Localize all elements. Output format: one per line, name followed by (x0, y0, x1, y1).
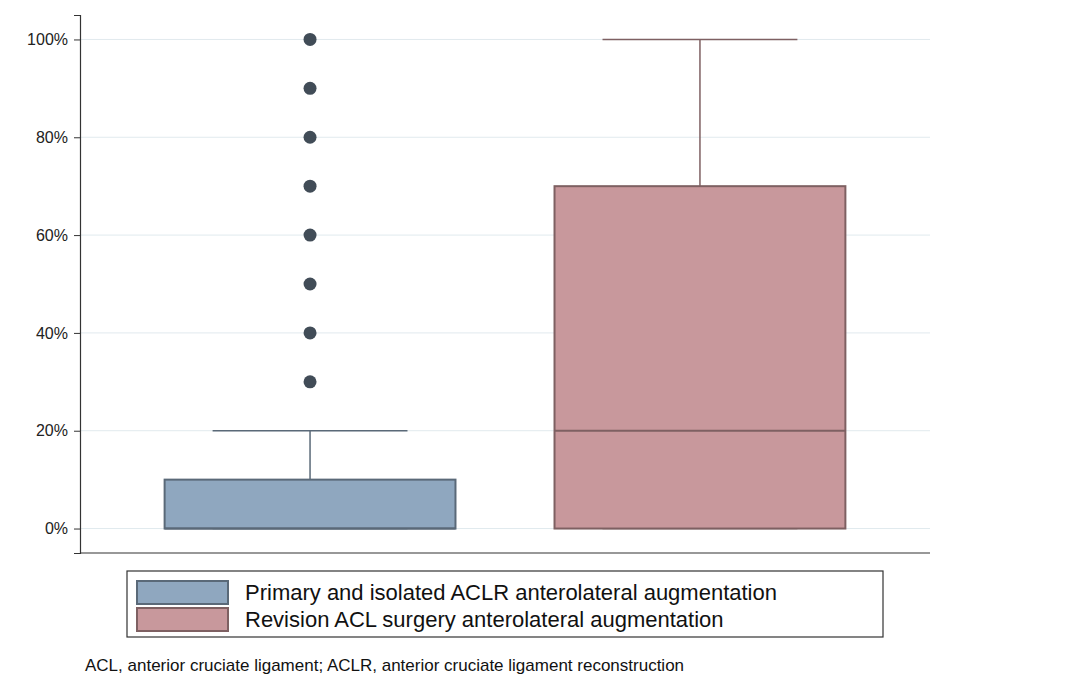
y-tick: 100% (27, 31, 80, 48)
marks (165, 33, 846, 529)
grid-line (80, 39, 930, 40)
y-tick-label: 40% (36, 325, 68, 342)
grid-line (80, 430, 930, 431)
legend: Primary and isolated ACLR anterolateral … (127, 571, 883, 637)
whisker-high (309, 431, 311, 480)
y-tick-mark (74, 333, 80, 334)
whisker-cap-high (603, 39, 798, 41)
whisker-high (699, 39, 701, 186)
chart: 0% 20% 40% 60% 80% 100% Primary and isolated A… (0, 0, 1080, 691)
grid-line (80, 137, 930, 138)
legend-swatch (137, 581, 228, 604)
box (165, 480, 456, 529)
y-tick-label: 100% (27, 31, 68, 48)
outlier (304, 82, 317, 95)
outlier (304, 326, 317, 339)
y-tick-mark (74, 39, 80, 40)
box-group (165, 33, 456, 529)
y-tick-label: 60% (36, 227, 68, 244)
y-tick-label: 80% (36, 129, 68, 146)
y-tick-label: 20% (36, 422, 68, 439)
outlier (304, 278, 317, 291)
outlier (304, 229, 317, 242)
outlier (304, 33, 317, 46)
box (555, 186, 846, 528)
y-tick: 60% (36, 227, 80, 244)
median (165, 528, 456, 530)
whisker-cap-high (213, 430, 408, 432)
grid (80, 39, 930, 528)
y-tick-mark (74, 137, 80, 138)
legend-swatch (137, 608, 228, 631)
outlier (304, 180, 317, 193)
y-axis-line (74, 16, 81, 554)
y-tick-label: 0% (45, 520, 68, 537)
legend-label: Primary and isolated ACLR anterolateral … (245, 580, 777, 605)
y-tick: 40% (36, 325, 80, 342)
y-tick: 20% (36, 422, 80, 439)
box-group (555, 39, 846, 528)
legend-frame (127, 571, 883, 637)
y-tick: 0% (45, 520, 80, 537)
x-axis-line (80, 552, 930, 553)
y-tick-mark (74, 235, 80, 236)
y-tick-mark (74, 431, 80, 432)
footnote: ACL, anterior cruciate ligament; ACLR, a… (85, 656, 684, 675)
median (555, 430, 846, 432)
legend-label: Revision ACL surgery anterolateral augme… (245, 607, 724, 632)
y-axis: 0% 20% 40% 60% 80% 100% (27, 16, 80, 554)
y-tick: 80% (36, 129, 80, 146)
y-tick-mark (74, 529, 80, 530)
outlier (304, 375, 317, 388)
outlier (304, 131, 317, 144)
